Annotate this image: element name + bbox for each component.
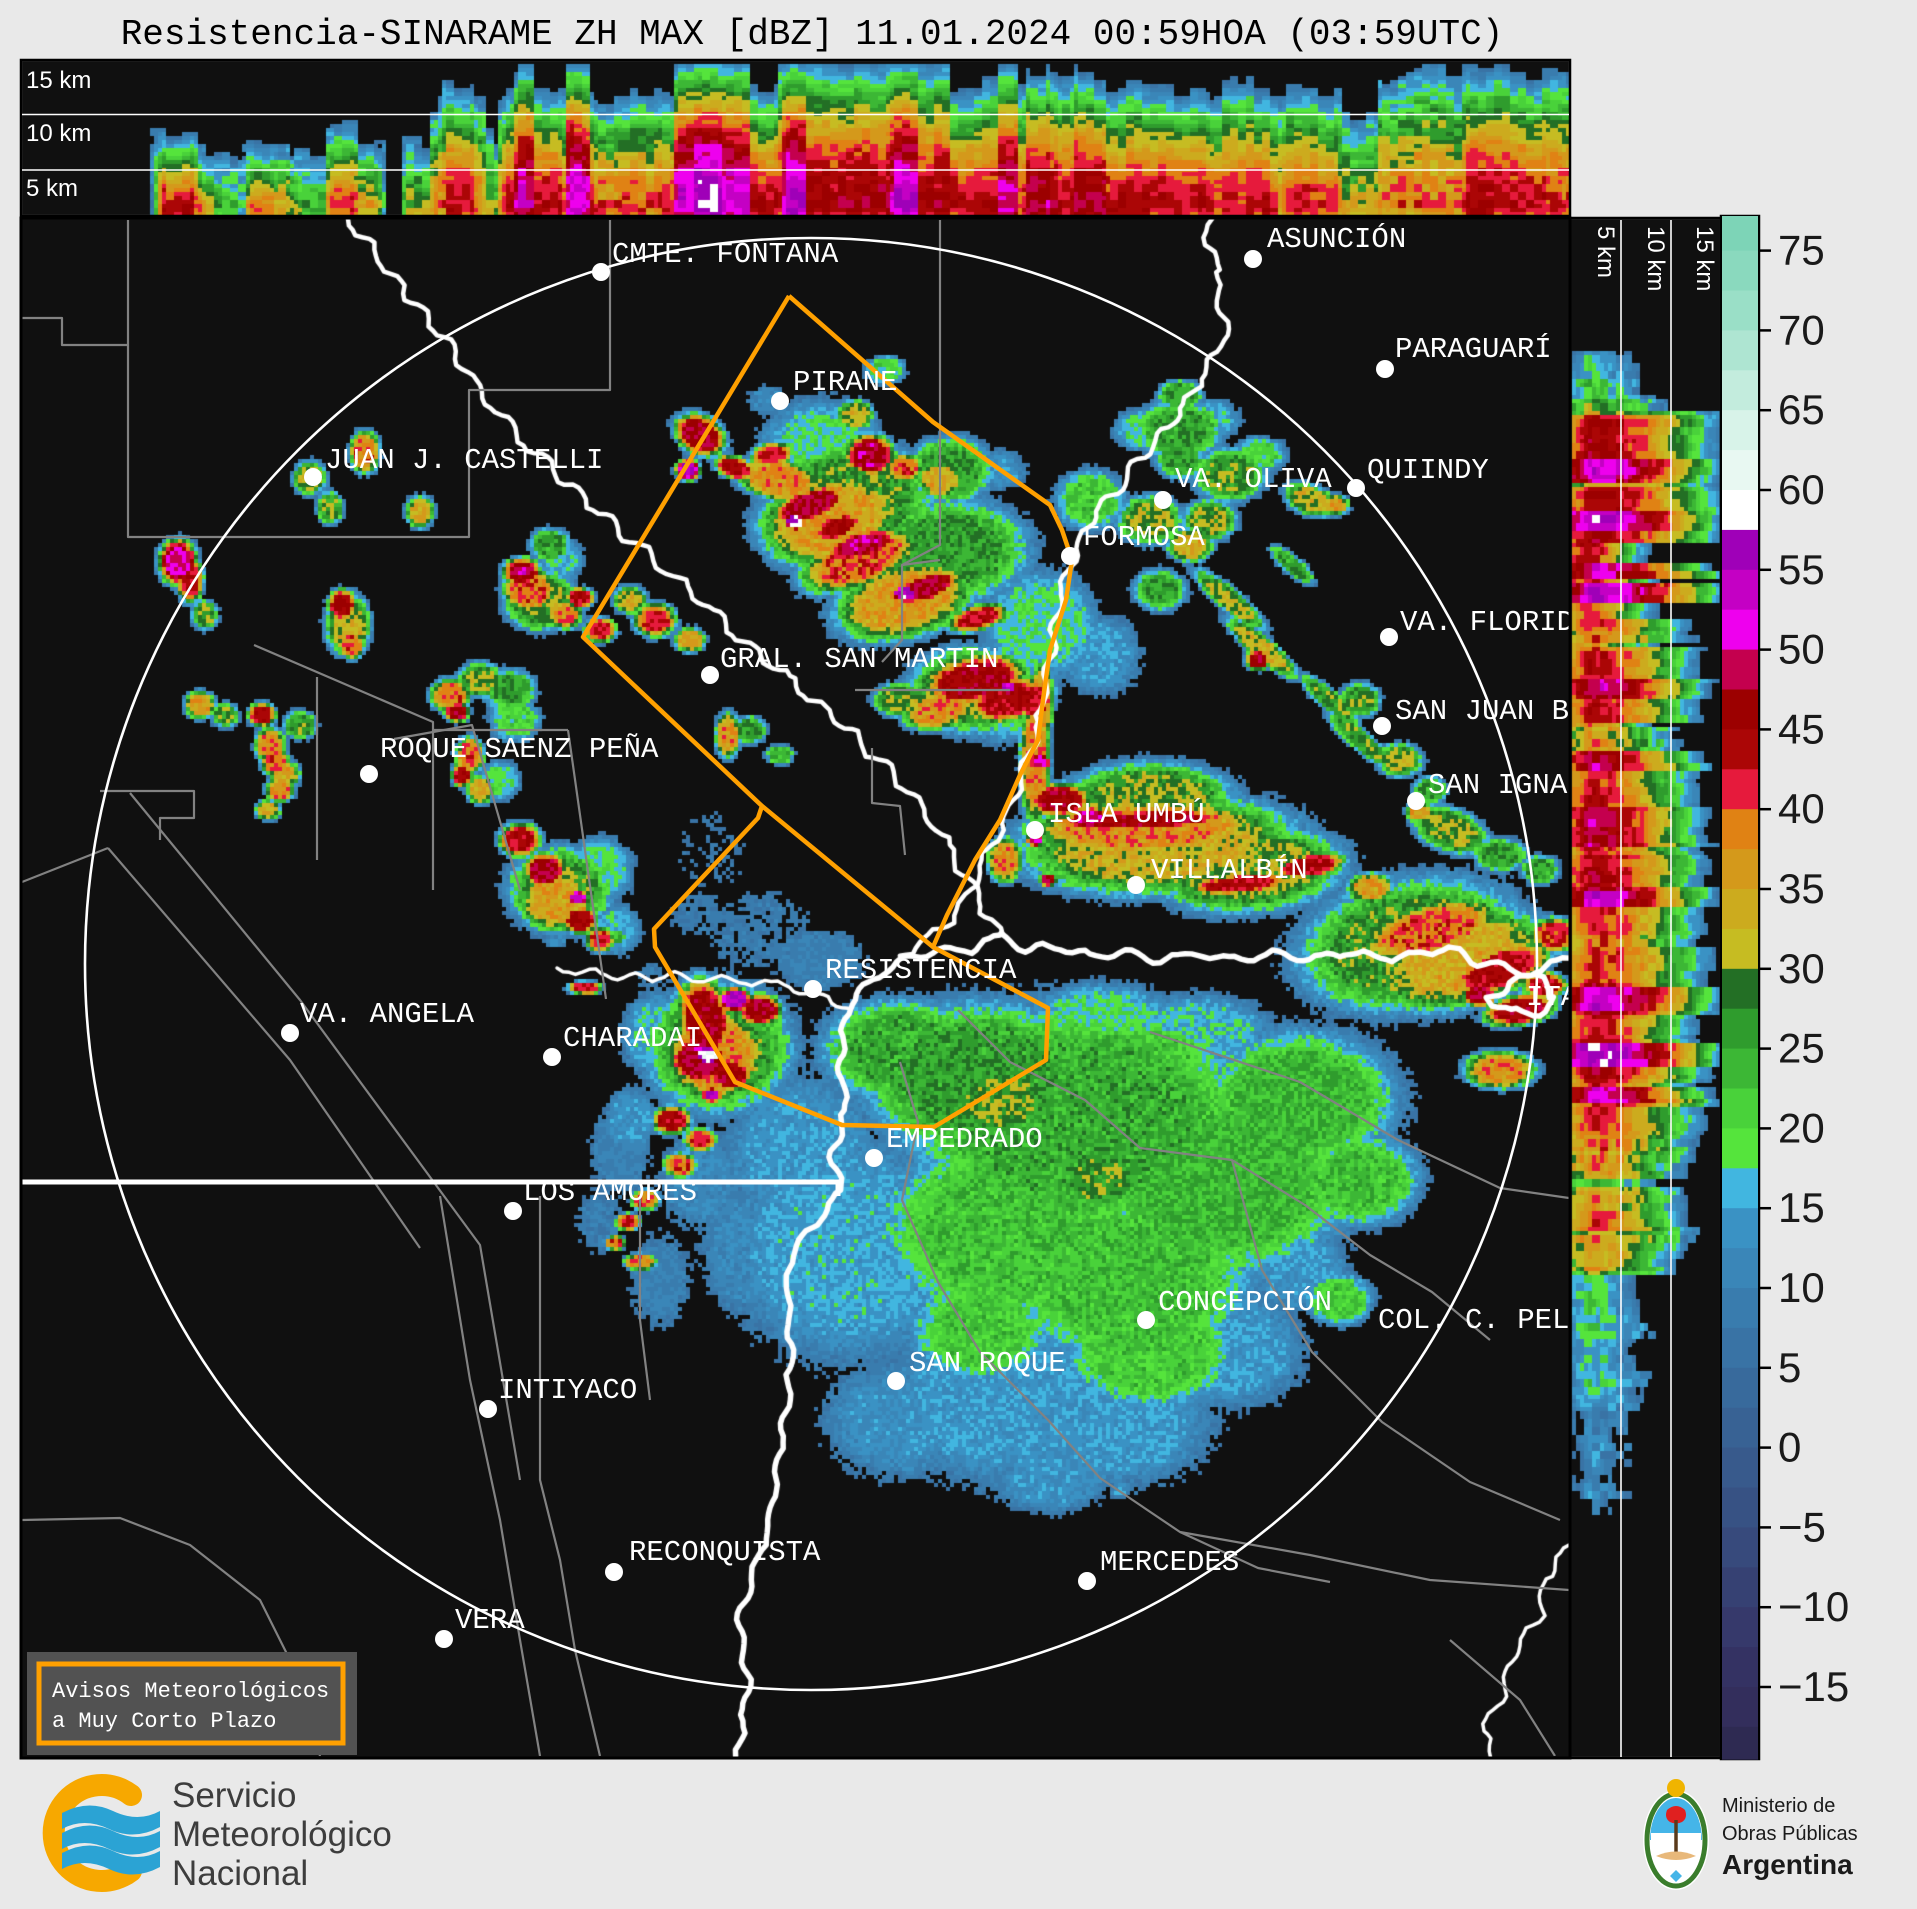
svg-text:SAN JUAN B: SAN JUAN B	[1395, 695, 1569, 728]
svg-text:−10: −10	[1778, 1583, 1849, 1630]
svg-text:a Muy Corto Plazo: a Muy Corto Plazo	[52, 1709, 276, 1734]
svg-text:SAN IGNACIO: SAN IGNACIO	[1428, 769, 1619, 802]
svg-text:SAN ROQUE: SAN ROQUE	[909, 1347, 1066, 1380]
svg-text:Avisos Meteorológicos: Avisos Meteorológicos	[52, 1679, 329, 1704]
svg-text:Meteorológico: Meteorológico	[172, 1815, 392, 1854]
svg-text:LOS AMORES: LOS AMORES	[523, 1176, 697, 1209]
svg-text:RESISTENCIA: RESISTENCIA	[825, 954, 1017, 987]
svg-text:10 km: 10 km	[1642, 226, 1669, 291]
svg-text:VA. OLIVA: VA. OLIVA	[1175, 463, 1332, 496]
svg-text:INTIYACO: INTIYACO	[498, 1374, 637, 1407]
svg-text:FORMOSA: FORMOSA	[1083, 521, 1205, 554]
svg-text:ITATÍ: ITATÍ	[1526, 980, 1613, 1014]
svg-text:QUIINDY: QUIINDY	[1367, 454, 1489, 487]
svg-text:55: 55	[1778, 546, 1825, 593]
svg-text:45: 45	[1778, 705, 1825, 752]
svg-text:VERA: VERA	[455, 1604, 525, 1637]
svg-text:Obras Públicas: Obras Públicas	[1722, 1823, 1858, 1845]
svg-text:ISLA UMBÚ: ISLA UMBÚ	[1048, 797, 1205, 831]
svg-text:Nacional: Nacional	[172, 1854, 308, 1893]
svg-text:Servicio: Servicio	[172, 1776, 296, 1815]
svg-text:25: 25	[1778, 1025, 1825, 1072]
svg-text:40: 40	[1778, 785, 1825, 832]
svg-text:Ministerio de: Ministerio de	[1722, 1795, 1835, 1817]
svg-text:5 km: 5 km	[1592, 226, 1619, 278]
svg-text:PIRANE: PIRANE	[793, 366, 897, 399]
svg-text:15: 15	[1778, 1184, 1825, 1231]
svg-text:60: 60	[1778, 466, 1825, 513]
svg-text:35: 35	[1778, 865, 1825, 912]
svg-text:30: 30	[1778, 945, 1825, 992]
svg-text:−5: −5	[1778, 1503, 1826, 1550]
svg-text:CMTE. FONTANA: CMTE. FONTANA	[612, 238, 839, 271]
svg-text:EMPEDRADO: EMPEDRADO	[886, 1123, 1043, 1156]
svg-text:−15: −15	[1778, 1663, 1849, 1710]
svg-text:15 km: 15 km	[1691, 226, 1718, 291]
svg-text:COL. C. PELLEGRINI: COL. C. PELLEGRINI	[1378, 1304, 1691, 1337]
svg-text:50: 50	[1778, 626, 1825, 673]
svg-text:20: 20	[1778, 1104, 1825, 1151]
svg-text:CHARADAI: CHARADAI	[563, 1022, 702, 1055]
svg-text:15 km: 15 km	[26, 67, 91, 94]
svg-text:GRAL. SAN MARTIN: GRAL. SAN MARTIN	[720, 643, 998, 676]
svg-text:VILLALBÍN: VILLALBÍN	[1151, 853, 1308, 887]
svg-text:10: 10	[1778, 1264, 1825, 1311]
svg-text:PARAGUARÍ: PARAGUARÍ	[1395, 332, 1552, 366]
svg-text:CONCEPCIÓN: CONCEPCIÓN	[1158, 1285, 1332, 1319]
svg-text:5: 5	[1778, 1344, 1801, 1391]
svg-text:RECONQUISTA: RECONQUISTA	[629, 1536, 821, 1569]
svg-text:10 km: 10 km	[26, 120, 91, 147]
svg-text:70: 70	[1778, 306, 1825, 353]
svg-text:Argentina: Argentina	[1722, 1849, 1853, 1880]
svg-text:JUAN J. CASTELLI: JUAN J. CASTELLI	[325, 444, 603, 477]
svg-text:ROQUE SAENZ PEÑA: ROQUE SAENZ PEÑA	[380, 732, 659, 766]
svg-text:VA. FLORIDA: VA. FLORIDA	[1400, 606, 1592, 639]
svg-text:VA. ANGELA: VA. ANGELA	[300, 998, 475, 1031]
svg-text:ASUNCIÓN: ASUNCIÓN	[1267, 222, 1406, 256]
svg-text:65: 65	[1778, 386, 1825, 433]
svg-text:0: 0	[1778, 1424, 1801, 1471]
svg-text:MERCEDES: MERCEDES	[1100, 1546, 1239, 1579]
svg-text:75: 75	[1778, 227, 1825, 274]
svg-text:5 km: 5 km	[26, 175, 78, 202]
